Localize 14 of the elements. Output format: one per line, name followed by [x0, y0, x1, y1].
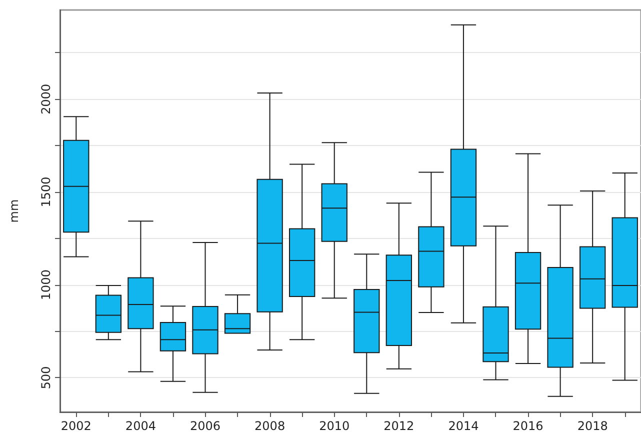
- y-axis-title: mm: [7, 199, 21, 223]
- y-tick-label: 2000: [39, 84, 53, 114]
- x-tick-label: 2002: [60, 419, 92, 433]
- x-tick-label: 2014: [448, 419, 479, 433]
- y-tick-label: 500: [39, 366, 53, 390]
- x-tick-label: 2016: [512, 419, 544, 433]
- x-tick-label: 2012: [384, 419, 414, 433]
- x-tick-label: 2008: [254, 419, 286, 433]
- x-tick-label: 2006: [190, 419, 221, 433]
- x-tick-label: 2004: [125, 419, 156, 433]
- x-tick-label: 2018: [577, 419, 608, 433]
- x-tick-label: 2010: [319, 419, 350, 433]
- y-tick-label: 1000: [39, 270, 53, 300]
- y-tick-label: 1500: [39, 176, 53, 208]
